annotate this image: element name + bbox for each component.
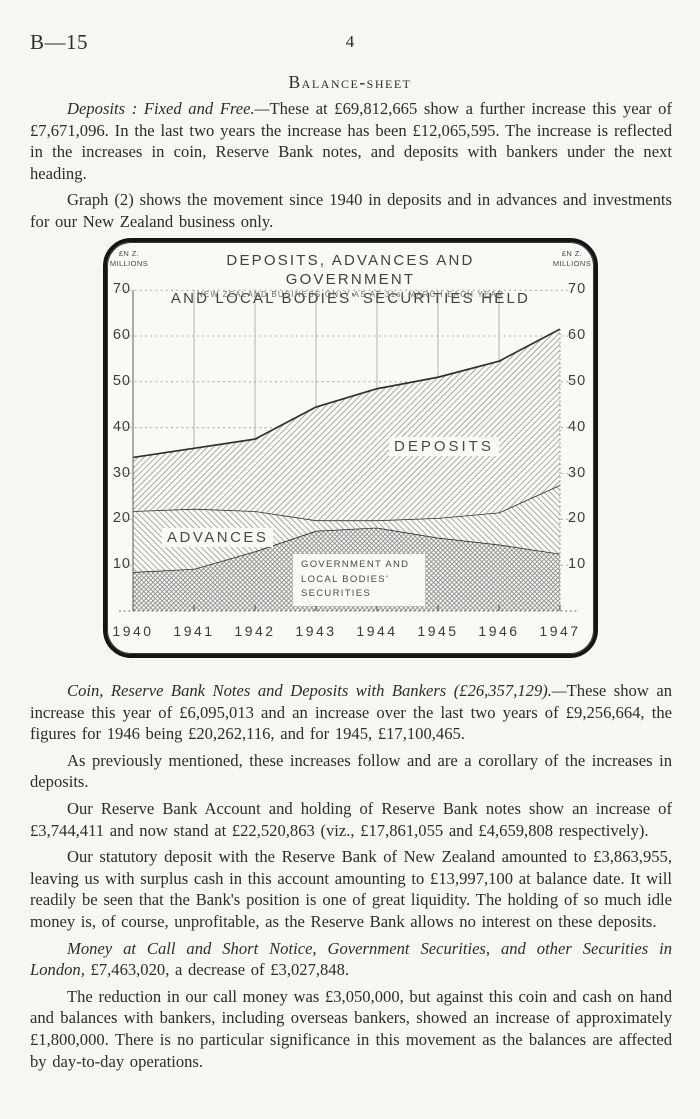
- chart-subtitle: NEW ZEALAND BUSINESS ONLY AS AT 31st MAR…: [196, 290, 505, 299]
- doc-reference: B—15: [30, 30, 89, 54]
- paragraph-reserve-bank-account: Our Reserve Bank Account and holding of …: [30, 798, 672, 841]
- x-tick-label: 1947: [539, 623, 581, 639]
- paragraph-text: These show an increase this year of £6,0…: [30, 681, 672, 744]
- paragraph-lead: Money at Call and Short Notice, Governme…: [30, 938, 672, 980]
- doc-header: B—15 4: [30, 30, 670, 56]
- paragraph-lead: Coin, Reserve Bank Notes and Deposits wi…: [67, 681, 567, 700]
- paragraph-statutory-deposit: Our statutory deposit with the Reserve B…: [30, 846, 672, 932]
- x-tick-label: 1946: [478, 623, 520, 639]
- page-number: 4: [345, 32, 355, 51]
- paragraph-text: Our statutory deposit with the Reserve B…: [30, 847, 672, 931]
- body-text-lower: Coin, Reserve Bank Notes and Deposits wi…: [30, 680, 672, 1077]
- paragraph-coin-reserve-notes: Coin, Reserve Bank Notes and Deposits wi…: [30, 680, 672, 745]
- x-tick-label: 1943: [295, 623, 337, 639]
- y-tick-label-right: 30: [568, 464, 587, 481]
- paragraph-text: The reduction in our call money was £3,0…: [30, 986, 672, 1071]
- y-axis-unit-right: £N Z. MILLIONS: [552, 249, 592, 269]
- x-tick-label: 1940: [112, 623, 154, 639]
- y-tick-label-right: 40: [568, 418, 587, 435]
- y-axis-unit-currency: £N Z.: [561, 249, 583, 258]
- x-tick-label: 1941: [173, 623, 215, 639]
- x-tick-label: 1944: [356, 623, 398, 639]
- chart-card: DEPOSITS, ADVANCES AND GOVERNMENT AND LO…: [103, 238, 598, 658]
- chart-title: DEPOSITS, ADVANCES AND GOVERNMENT AND LO…: [162, 251, 539, 308]
- paragraph-graph-2: Graph (2) shows the movement since 1940 …: [30, 189, 672, 232]
- y-axis-unit-currency: £N Z.: [118, 249, 140, 258]
- y-tick-label-left: 50: [112, 372, 131, 389]
- paragraph-text: £7,463,020, a decrease of £3,027,848.: [84, 960, 350, 980]
- y-axis-unit-millions: MILLIONS: [552, 259, 592, 268]
- paragraph-text: These at £69,812,665 show a further incr…: [30, 99, 672, 183]
- paragraph-corollary: As previously mentioned, these increases…: [30, 750, 672, 793]
- y-tick-label-right: 10: [568, 556, 587, 573]
- y-tick-label-left: 30: [112, 464, 131, 481]
- body-text-upper: Deposits : Fixed and Free.—These at £69,…: [30, 98, 672, 238]
- y-tick-label-left: 60: [112, 327, 131, 343]
- series-label-gov-line2: LOCAL BODIES': [301, 573, 390, 585]
- y-tick-label-right: 20: [568, 510, 587, 527]
- paragraph-call-money-reduction: The reduction in our call money was £3,0…: [30, 986, 672, 1072]
- y-tick-label-right: 50: [568, 372, 587, 389]
- series-label-gov-line1: GOVERNMENT AND: [301, 559, 410, 570]
- y-tick-label-right: 70: [568, 281, 587, 298]
- y-tick-label-right: 60: [568, 327, 587, 343]
- y-tick-label-left: 70: [112, 281, 131, 298]
- y-tick-label-left: 10: [112, 556, 131, 573]
- series-label-advances: ADVANCES: [162, 528, 274, 547]
- chart-inner: DEPOSITS, ADVANCES AND GOVERNMENT AND LO…: [107, 242, 594, 654]
- chart-title-line1: DEPOSITS, ADVANCES AND GOVERNMENT: [226, 252, 475, 288]
- x-tick-label: 1942: [234, 623, 276, 639]
- chart-title-line2: AND LOCAL BODIES' SECURITIES HELD: [170, 290, 531, 307]
- y-tick-label-left: 40: [112, 418, 131, 435]
- series-label-gov-line3: SECURITIES: [301, 588, 372, 599]
- paragraph-text: As previously mentioned, these increases…: [30, 750, 672, 792]
- paragraph-deposits-fixed-free: Deposits : Fixed and Free.—These at £69,…: [30, 98, 672, 184]
- paragraph-text: Our Reserve Bank Account and holding of …: [30, 798, 672, 840]
- y-axis-unit-millions: MILLIONS: [109, 259, 149, 268]
- x-tick-label: 1945: [417, 623, 459, 639]
- y-tick-label-left: 20: [112, 510, 131, 527]
- series-label-deposits: DEPOSITS: [389, 437, 499, 456]
- section-title: Balance-sheet: [288, 72, 412, 92]
- y-axis-unit-left: £N Z. MILLIONS: [109, 249, 149, 269]
- paragraph-lead: Deposits : Fixed and Free.—: [67, 99, 270, 118]
- paragraph-money-at-call: Money at Call and Short Notice, Governme…: [30, 938, 672, 981]
- series-label-government-securities: GOVERNMENT AND LOCAL BODIES' SECURITIES: [293, 554, 425, 606]
- paragraph-text: Graph (2) shows the movement since 1940 …: [30, 190, 672, 231]
